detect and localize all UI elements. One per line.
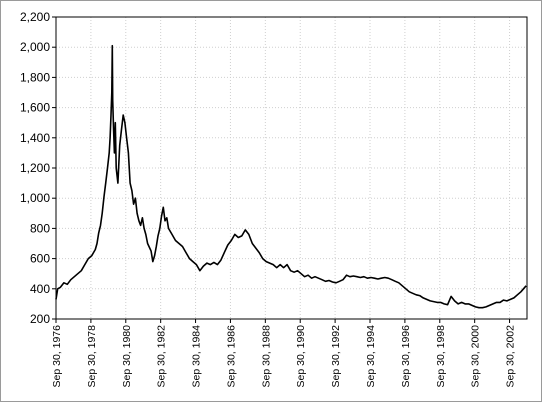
y-tick-label: 1,800: [20, 70, 50, 84]
x-tick-label: Sep 30, 1984: [191, 325, 203, 388]
y-tick-label: 1,200: [20, 161, 50, 175]
series-line: [55, 44, 527, 309]
x-tick-label: Sep 30, 1978: [86, 325, 98, 388]
y-tick-label: 1,400: [20, 131, 50, 145]
x-tick-label: Sep 30, 1980: [121, 325, 133, 388]
x-tick-label: Sep 30, 1988: [260, 325, 272, 388]
y-axis: 200 400 600 800 1,000 1,200 1,400 1,600 1,800 2,0…: [20, 10, 56, 326]
x-tick-label: Sep 30, 2002: [505, 325, 517, 388]
x-tick-label: Sep 30, 1976: [51, 325, 63, 388]
y-tick-label: 200: [30, 312, 50, 326]
x-tick-label: Sep 30, 1996: [400, 325, 412, 388]
grid: [56, 17, 527, 319]
x-tick-label: Sep 30, 1998: [435, 325, 447, 388]
x-tick-label: Sep 30, 1982: [156, 325, 168, 388]
y-tick-label: 2,200: [20, 10, 50, 24]
y-tick-label: 400: [30, 282, 50, 296]
x-tick-label: Sep 30, 1994: [365, 325, 377, 388]
plot-area: [55, 16, 528, 320]
y-tick-label: 600: [30, 252, 50, 266]
x-axis: Sep 30, 1976 Sep 30, 1978 Sep 30, 1980 Sep …: [51, 319, 517, 387]
x-tick-label: Sep 30, 1986: [225, 325, 237, 388]
y-tick-label: 2,000: [20, 40, 50, 54]
y-tick-label: 800: [30, 221, 50, 235]
x-tick-label: Sep 30, 1992: [330, 325, 342, 388]
x-tick-label: Sep 30, 1990: [295, 325, 307, 388]
y-tick-label: 1,000: [20, 191, 50, 205]
y-tick-label: 1,600: [20, 101, 50, 115]
x-tick-label: Sep 30, 2000: [470, 325, 482, 388]
